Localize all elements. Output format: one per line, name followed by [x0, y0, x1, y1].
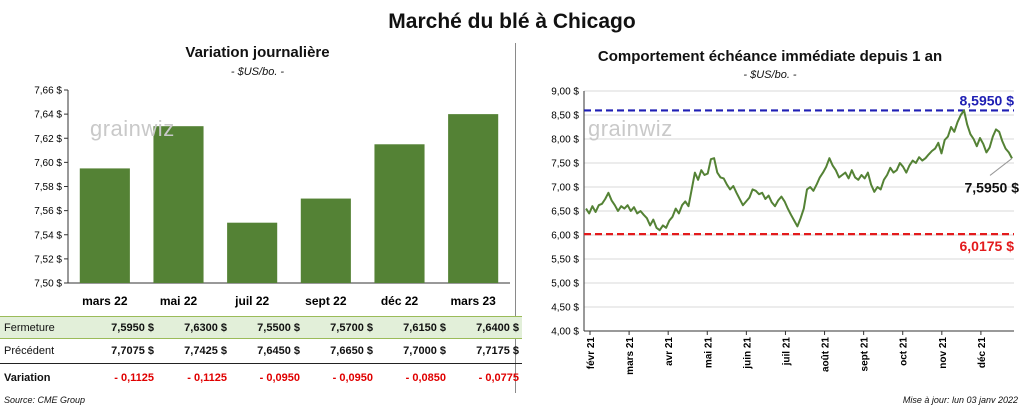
x-tick-label: sept 21	[860, 337, 871, 372]
last-value-label: 7,5950 $	[965, 179, 1020, 195]
fermeture-cell: 7,6150 $	[376, 316, 449, 339]
bar	[227, 222, 278, 283]
x-tick-label: juin 21	[742, 337, 753, 370]
x-tick-label: août 21	[821, 337, 832, 372]
variation-cell: - 0,1125	[114, 371, 154, 384]
x-tick-label: juil 21	[781, 337, 792, 367]
table-row-variation: Variation - 0,1125 - 0,1125 - 0,0950 - 0…	[0, 364, 522, 392]
row-label-variation: Variation	[4, 371, 51, 384]
bar	[448, 114, 499, 283]
x-category-label: sept 22	[305, 294, 347, 308]
x-category-label: mars 23	[450, 294, 496, 308]
update-note: Mise à jour: lun 03 janv 2022	[902, 395, 1018, 405]
bar	[374, 144, 425, 283]
y-tick-label: 8,00 $	[551, 135, 579, 146]
x-category-label: déc 22	[381, 294, 419, 308]
y-tick-label: 4,50 $	[551, 303, 579, 314]
right-panel-title: Comportement échéance immédiate depuis 1…	[597, 48, 943, 65]
right-logo: grainwiz	[588, 116, 673, 141]
left-panel-title: Variation journalière	[185, 44, 330, 61]
x-category-label: mai 22	[160, 294, 198, 308]
left-panel-subtitle: - $US/bo. -	[230, 66, 285, 78]
x-tick-label: oct 21	[899, 337, 910, 366]
x-tick-label: mai 21	[703, 337, 714, 369]
y-tick-label: 7,50 $	[551, 159, 579, 170]
x-category-label: mars 22	[82, 294, 128, 308]
fermeture-cell: 7,5700 $	[303, 316, 376, 339]
y-tick-label: 4,00 $	[551, 327, 579, 338]
table-row-precedent: Précédent 7,7075 $ 7,7425 $ 7,6450 $ 7,6…	[0, 338, 522, 364]
page-title: Marché du blé à Chicago	[388, 10, 636, 33]
y-tick-label: 7,52 $	[34, 254, 62, 265]
precedent-cell: 7,7425 $	[157, 338, 230, 364]
fermeture-cell: 7,5500 $	[230, 316, 303, 339]
bar-chart: 7,50 $ 7,52 $ 7,54 $ 7,56 $ 7,58 $ 7,60 $ 7,62…	[34, 86, 510, 308]
x-tick-label: déc 21	[977, 337, 988, 369]
precedent-cell: 7,7000 $	[376, 338, 449, 364]
source-note: Source: CME Group	[4, 395, 86, 405]
y-tick-label: 5,50 $	[551, 255, 579, 266]
y-tick-label: 7,62 $	[34, 134, 62, 145]
table-row-fermeture: Fermeture 7,5950 $ 7,6300 $ 7,5500 $ 7,5…	[0, 316, 522, 339]
x-category-label: juil 22	[234, 294, 269, 308]
y-tick-label: 5,00 $	[551, 279, 579, 290]
line-chart: 4,00 $ 4,50 $ 5,00 $ 5,50 $ 6,00 $ 6,50 $ 7,00…	[551, 87, 1020, 375]
y-tick-label: 7,56 $	[34, 206, 62, 217]
y-tick-label: 6,00 $	[551, 231, 579, 242]
y-tick-label: 7,66 $	[34, 86, 62, 97]
y-tick-label: 7,54 $	[34, 230, 62, 241]
left-logo: grainwiz	[90, 116, 175, 141]
x-tick-label: mars 21	[625, 337, 636, 375]
x-tick-label: avr 21	[664, 337, 675, 366]
right-panel-subtitle: - $US/bo. -	[743, 69, 797, 81]
x-tick-label: nov 21	[938, 337, 949, 369]
y-tick-label: 7,60 $	[34, 158, 62, 169]
variation-cell: - 0,0850	[405, 371, 446, 384]
bar	[300, 198, 351, 283]
price-series-line	[585, 109, 1013, 232]
y-tick-label: 7,50 $	[34, 279, 62, 290]
y-tick-label: 6,50 $	[551, 207, 579, 218]
y-tick-label: 9,00 $	[551, 87, 579, 98]
row-label-precedent: Précédent	[0, 338, 84, 364]
x-tick-label: févr 21	[586, 337, 597, 370]
low-reference-label: 6,0175 $	[960, 238, 1015, 254]
summary-table: Fermeture 7,5950 $ 7,6300 $ 7,5500 $ 7,5…	[0, 316, 522, 391]
panel-divider	[515, 43, 516, 393]
precedent-cell: 7,7175 $	[449, 338, 522, 364]
fermeture-cell: 7,6400 $	[449, 316, 522, 339]
fermeture-cell: 7,6300 $	[157, 316, 230, 339]
row-label-fermeture: Fermeture	[0, 316, 84, 339]
y-tick-label: 7,00 $	[551, 183, 579, 194]
high-reference-label: 8,5950 $	[960, 92, 1015, 108]
y-tick-label: 7,58 $	[34, 182, 62, 193]
y-tick-label: 8,50 $	[551, 111, 579, 122]
variation-cell: - 0,1125	[187, 371, 227, 384]
y-tick-label: 7,64 $	[34, 110, 62, 121]
precedent-cell: 7,6650 $	[303, 338, 376, 364]
variation-cell: - 0,0950	[332, 371, 373, 384]
precedent-cell: 7,7075 $	[84, 338, 157, 364]
precedent-cell: 7,6450 $	[230, 338, 303, 364]
variation-cell: - 0,0775	[478, 371, 519, 384]
bar	[153, 126, 204, 283]
variation-cell: - 0,0950	[259, 371, 300, 384]
fermeture-cell: 7,5950 $	[84, 316, 157, 339]
bar	[79, 168, 130, 283]
last-value-leader	[989, 158, 1013, 176]
